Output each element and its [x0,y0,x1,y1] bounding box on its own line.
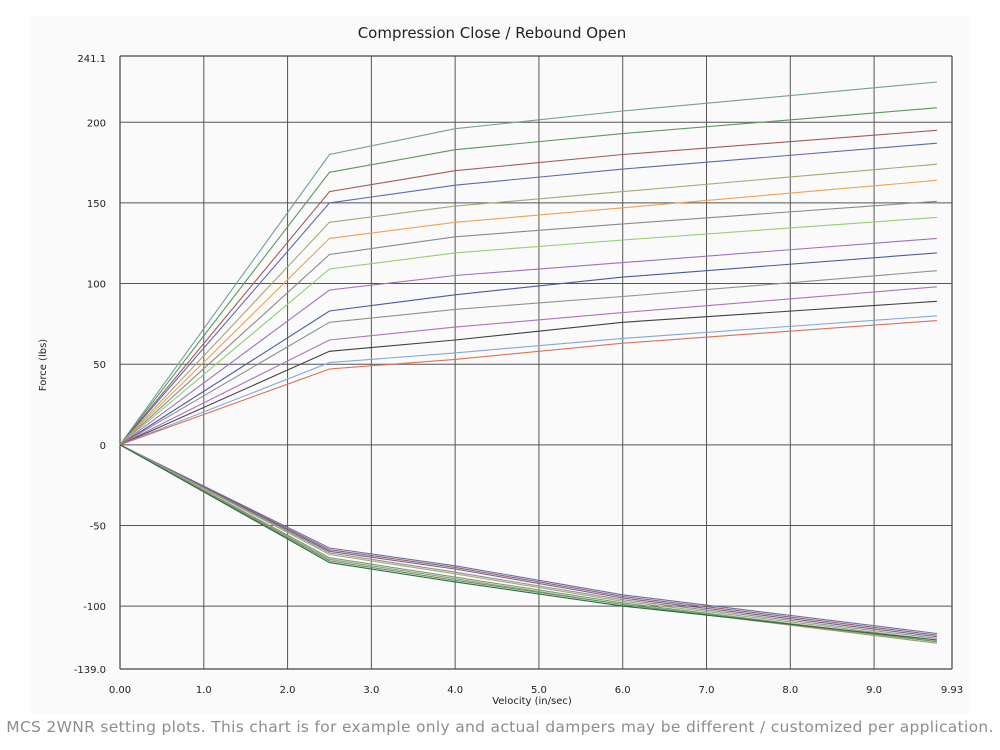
y-tick-label: 100 [87,280,106,291]
x-tick-label: 4.0 [447,685,463,696]
x-tick-label: 8.0 [782,685,798,696]
y-tick-label: 200 [87,118,106,129]
series-line-5 [119,163,937,446]
x-tick-label: 0.00 [109,685,131,696]
series-line-21 [119,444,937,643]
y-tick-label: 50 [93,360,106,371]
x-tick-label: 3.0 [363,685,379,696]
series-line-11 [119,270,937,446]
y-tick-label: -50 [90,521,106,532]
series-line-10 [119,252,937,446]
line-chart: 0.00 1.0 2.0 3.0 4.0 5.0 6.0 7.0 8.0 9.0 9.93 241.1… [30,16,970,714]
y-tick-label: 150 [87,199,106,210]
series-line-14 [119,315,937,446]
series-line-17 [119,444,937,636]
x-tick-label: 5.0 [531,685,547,696]
series-line-9 [119,237,937,446]
series-line-12 [119,286,937,446]
series-line-4 [119,142,937,446]
series-line-20 [119,444,937,641]
x-tick-label: 6.0 [615,685,631,696]
chart-caption: MCS 2WNR setting plots. This chart is fo… [6,718,994,736]
x-tick-label: 2.0 [280,685,296,696]
series-line-13 [119,300,937,446]
series-line-2 [119,107,937,446]
chart-background [30,16,970,714]
y-tick-label: -100 [83,602,106,613]
y-axis-label: Force (lbs) [38,339,49,391]
series-line-19 [119,444,937,639]
grid [119,55,953,670]
x-tick-label: 9.93 [941,685,963,696]
y-tick-label: 0 [100,441,106,452]
series-line-16 [119,444,937,635]
series-line-7 [119,200,937,446]
x-tick-label: 7.0 [699,685,715,696]
y-tick-label: 241.1 [77,54,106,65]
series-line-1 [119,81,937,446]
x-tick-label: 9.0 [866,685,882,696]
series-line-3 [119,129,937,446]
chart-title: Compression Close / Rebound Open [358,24,627,42]
series-line-18 [119,444,937,638]
axes: 0.00 1.0 2.0 3.0 4.0 5.0 6.0 7.0 8.0 9.0 9.93 241.1… [74,54,963,696]
series-line-8 [119,216,937,446]
series-line-15 [119,320,937,446]
x-axis-label: Velocity (in/sec) [492,696,572,707]
series-line-6 [119,179,937,446]
x-tick-label: 1.0 [196,685,212,696]
series-lines [119,81,937,644]
series-line-24 [119,444,937,641]
y-tick-label: -139.0 [74,665,106,676]
